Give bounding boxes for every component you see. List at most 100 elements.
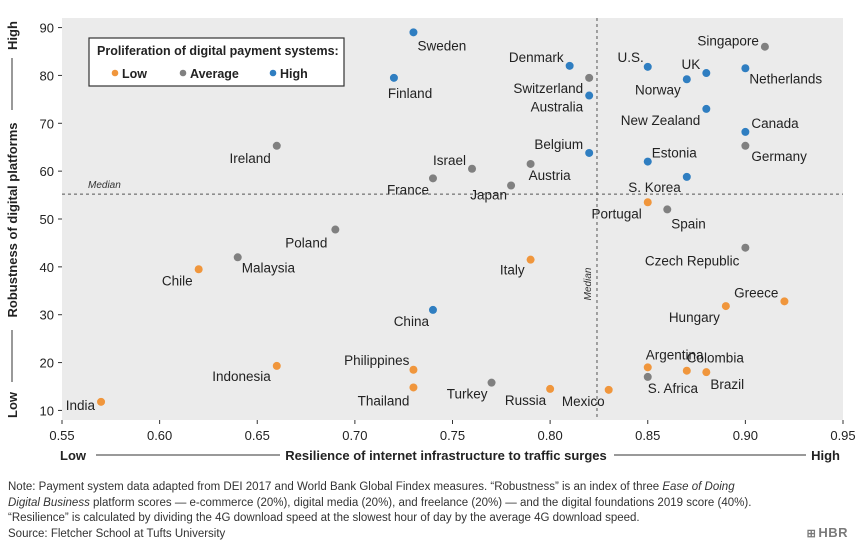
median-y-label: Median [88,180,121,191]
point-label-ireland: Ireland [229,151,270,166]
x-tick-label: 0.75 [440,428,465,443]
point-brazil [702,368,711,377]
point-greece [780,297,789,306]
point-denmark [565,61,574,70]
point-netherlands [741,64,750,73]
point-u-s [643,62,652,71]
point-label-s-korea: S. Korea [628,180,681,195]
x-tick-label: 0.90 [733,428,758,443]
legend-label-average: Average [190,67,239,81]
x-tick-label: 0.80 [537,428,562,443]
point-label-australia: Australia [531,100,584,115]
point-turkey [487,378,496,387]
y-low-label: Low [5,391,20,418]
point-malaysia [233,253,242,262]
point-label-greece: Greece [734,285,778,300]
point-label-brazil: Brazil [710,377,744,392]
point-france [428,174,437,183]
y-axis-title: Robustness of digital platforms [5,122,20,317]
point-label-indonesia: Indonesia [212,369,271,384]
point-uk [702,69,711,78]
point-label-italy: Italy [500,263,525,278]
point-label-czech-republic: Czech Republic [645,254,740,269]
point-label-belgium: Belgium [534,137,583,152]
point-label-malaysia: Malaysia [242,260,296,275]
point-china [428,305,437,314]
legend-swatch-average [179,69,187,77]
legend-title: Proliferation of digital payment systems… [97,44,339,58]
point-italy [526,255,535,264]
point-label-canada: Canada [751,116,799,131]
note-line-1: Note: Payment system data adapted from D… [8,481,663,493]
note-italic-1: Ease of Doing [662,481,735,493]
point-label-netherlands: Netherlands [749,71,822,86]
legend-swatch-high [269,69,277,77]
point-label-austria: Austria [529,168,572,183]
legend-label-low: Low [122,67,147,81]
point-singapore [760,42,769,51]
point-norway [682,75,691,84]
x-tick-label: 0.70 [342,428,367,443]
point-mexico [604,385,613,394]
point-japan [507,181,516,190]
point-colombia [682,366,691,375]
point-argentina [643,363,652,372]
x-tick-label: 0.55 [49,428,74,443]
note-italic-2: Digital Business [8,496,90,509]
legend-swatch-low [111,69,119,77]
point-israel [468,164,477,173]
y-tick-label: 90 [40,21,54,36]
x-tick-label: 0.60 [147,428,172,443]
point-label-india: India [66,398,96,413]
point-finland [389,73,398,82]
point-estonia [643,157,652,166]
source-text: Source: Fletcher School at Tufts Univers… [8,527,226,540]
x-tick-label: 0.65 [245,428,270,443]
y-tick-label: 80 [40,68,54,83]
x-low-label: Low [60,448,87,463]
point-label-denmark: Denmark [509,50,564,65]
point-label-germany: Germany [751,149,807,164]
note-line-3: “Resilience” is calculated by dividing t… [8,512,640,524]
point-chile [194,265,203,274]
point-label-thailand: Thailand [358,393,410,408]
point-s-korea [682,172,691,181]
note-line-2: platform scores — e-commerce (20%), digi… [89,496,752,509]
legend-label-high: High [280,67,308,81]
point-czech-republic [741,243,750,252]
point-s-africa [643,372,652,381]
x-high-label: High [811,448,840,463]
point-portugal [643,198,652,207]
y-tick-label: 20 [40,356,54,371]
point-label-uk: UK [682,57,701,72]
point-spain [663,205,672,214]
hbr-logo: ⊞ HBR [807,525,848,540]
point-label-chile: Chile [162,273,193,288]
point-new-zealand [702,104,711,113]
point-label-singapore: Singapore [697,34,759,49]
point-label-russia: Russia [505,393,547,408]
chart-note: Note: Payment system data adapted from D… [8,480,808,542]
scatter-chart: Median Median 0.55 0.60 0.65 0.70 0.75 0.80 0.85… [5,18,856,463]
point-russia [546,384,555,393]
point-indonesia [272,361,281,370]
point-switzerland [585,73,594,82]
point-hungary [721,302,730,311]
x-axis-title: Resilience of internet infrastructure to… [285,448,606,463]
hbr-logo-icon: ⊞ [806,528,817,540]
point-label-mexico: Mexico [562,394,605,409]
y-tick-label: 50 [40,212,54,227]
point-label-hungary: Hungary [669,310,720,325]
point-label-spain: Spain [671,216,706,231]
point-sweden [409,28,418,37]
point-label-philippines: Philippines [344,353,410,368]
x-tick-label: 0.85 [635,428,660,443]
median-x-label: Median [583,267,594,300]
point-label-turkey: Turkey [447,387,488,402]
point-ireland [272,141,281,150]
point-label-norway: Norway [635,82,681,97]
point-philippines [409,365,418,374]
point-label-u-s: U.S. [617,50,643,65]
point-label-colombia: Colombia [687,351,745,366]
point-label-argentina: Argentina [646,347,704,362]
